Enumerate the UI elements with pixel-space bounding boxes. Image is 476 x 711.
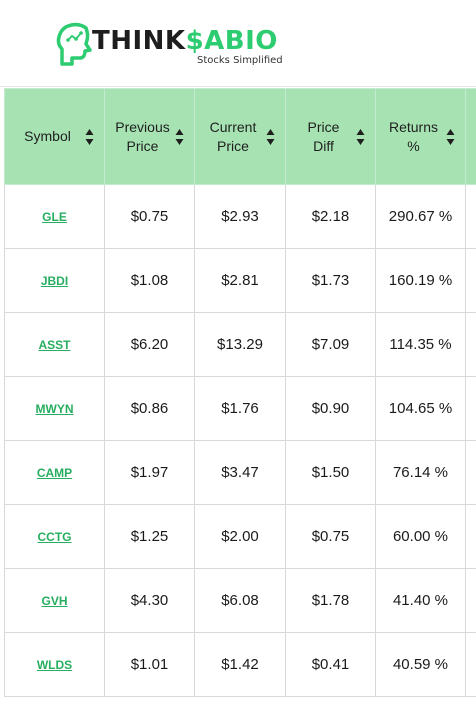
cell-previous-price: $1.01 (104, 632, 195, 697)
cell-symbol: JBDI (4, 248, 105, 313)
cell-previous-price: $6.20 (104, 312, 195, 377)
symbol-link[interactable]: GLE (42, 210, 67, 224)
symbol-link[interactable]: GVH (41, 594, 68, 608)
cell-price-diff: $2.18 (285, 184, 376, 249)
cell-overflow (465, 312, 476, 377)
cell-current-price: $2.00 (194, 504, 286, 569)
cell-previous-price: $0.75 (104, 184, 195, 249)
cell-returns: 160.19 % (375, 248, 466, 313)
column-header-label: Symbol (24, 128, 71, 144)
sort-up-down-icon[interactable] (85, 128, 94, 146)
cell-current-price: $1.76 (194, 376, 286, 441)
cell-overflow (465, 568, 476, 633)
table-row: MWYN $0.86 $1.76 $0.90 104.65 % (4, 376, 476, 441)
cell-overflow (465, 504, 476, 569)
cell-current-price: $1.42 (194, 632, 286, 697)
brand-sabio: $ABIO (185, 26, 278, 56)
cell-returns: 290.67 % (375, 184, 466, 249)
cell-overflow (465, 376, 476, 441)
top-gainers-table: Symbol Previous Price Current Price Price D… (4, 88, 476, 697)
cell-symbol: CAMP (4, 440, 105, 505)
brand-tagline: Stocks Simplified (197, 55, 283, 66)
cell-overflow (465, 632, 476, 697)
label-line: Price (126, 137, 159, 154)
symbol-link[interactable]: CAMP (36, 466, 73, 480)
cell-current-price: $2.81 (194, 248, 286, 313)
cell-price-diff: $1.73 (285, 248, 376, 313)
cell-price-diff: $1.50 (285, 440, 376, 505)
table-row: CCTG $1.25 $2.00 $0.75 60.00 % (4, 504, 476, 569)
cell-returns: 114.35 % (375, 312, 466, 377)
cell-overflow (465, 248, 476, 313)
column-header-current-price[interactable]: Current Price (194, 88, 286, 185)
symbol-link[interactable]: MWYN (35, 402, 74, 416)
cell-current-price: $3.47 (194, 440, 286, 505)
brand-think: THINK (92, 26, 186, 56)
label-line: Diff (313, 137, 334, 154)
symbol-link[interactable]: ASST (38, 338, 71, 352)
cell-previous-price: $0.86 (104, 376, 195, 441)
column-header-label: Returns% (389, 118, 438, 156)
cell-symbol: MWYN (4, 376, 105, 441)
cell-returns: 104.65 % (375, 376, 466, 441)
table-header-row: Symbol Previous Price Current Price Price D… (4, 88, 476, 185)
table-row: ASST $6.20 $13.29 $7.09 114.35 % (4, 312, 476, 377)
head-silhouette-icon (56, 22, 92, 66)
sort-up-down-icon[interactable] (175, 128, 184, 146)
cell-symbol: CCTG (4, 504, 105, 569)
label-line: Returns (388, 118, 439, 135)
cell-previous-price: $1.25 (104, 504, 195, 569)
cell-price-diff: $1.78 (285, 568, 376, 633)
cell-returns: 41.40 % (375, 568, 466, 633)
column-header-price-diff[interactable]: Price Diff (285, 88, 376, 185)
table-row: GVH $4.30 $6.08 $1.78 41.40 % (4, 568, 476, 633)
cell-symbol: GLE (4, 184, 105, 249)
table-row: JBDI $1.08 $2.81 $1.73 160.19 % (4, 248, 476, 313)
cell-returns: 76.14 % (375, 440, 466, 505)
cell-current-price: $13.29 (194, 312, 286, 377)
label-line: Current (209, 118, 257, 135)
label-line: % (407, 137, 420, 154)
symbol-link[interactable]: WLDS (36, 658, 73, 672)
column-header-label: Previous Price (115, 118, 169, 156)
cell-overflow (465, 184, 476, 249)
cell-symbol: WLDS (4, 632, 105, 697)
cell-price-diff: $0.41 (285, 632, 376, 697)
cell-returns: 60.00 % (375, 504, 466, 569)
label-line: Price (307, 118, 340, 135)
cell-overflow (465, 440, 476, 505)
cell-current-price: $2.93 (194, 184, 286, 249)
sort-up-down-icon[interactable] (446, 128, 455, 146)
thinksabio-logo[interactable]: THINK$ABIO Stocks Simplified (56, 22, 296, 68)
sort-up-down-icon[interactable] (266, 128, 275, 146)
table-row: GLE $0.75 $2.93 $2.18 290.67 % (4, 184, 476, 249)
cell-price-diff: $0.90 (285, 376, 376, 441)
cell-price-diff: $7.09 (285, 312, 376, 377)
sort-up-down-icon[interactable] (356, 128, 365, 146)
cell-previous-price: $4.30 (104, 568, 195, 633)
cell-previous-price: $1.08 (104, 248, 195, 313)
cell-symbol: ASST (4, 312, 105, 377)
brand-wordmark: THINK$ABIO (92, 26, 278, 56)
column-header-symbol[interactable]: Symbol (4, 88, 105, 185)
column-header-previous-price[interactable]: Previous Price (104, 88, 195, 185)
column-header-label: Current Price (210, 118, 257, 156)
label-line: Price (217, 137, 249, 154)
cell-returns: 40.59 % (375, 632, 466, 697)
column-header-overflow (465, 88, 476, 185)
column-header-returns[interactable]: Returns% (375, 88, 466, 185)
site-header: THINK$ABIO Stocks Simplified (0, 0, 476, 87)
column-header-label: Price Diff (308, 118, 340, 156)
symbol-link[interactable]: JBDI (40, 274, 69, 288)
cell-price-diff: $0.75 (285, 504, 376, 569)
symbol-link[interactable]: CCTG (37, 530, 72, 544)
cell-current-price: $6.08 (194, 568, 286, 633)
table-row: WLDS $1.01 $1.42 $0.41 40.59 % (4, 632, 476, 697)
table-row: CAMP $1.97 $3.47 $1.50 76.14 % (4, 440, 476, 505)
label-line: Previous (115, 118, 170, 135)
cell-previous-price: $1.97 (104, 440, 195, 505)
cell-symbol: GVH (4, 568, 105, 633)
